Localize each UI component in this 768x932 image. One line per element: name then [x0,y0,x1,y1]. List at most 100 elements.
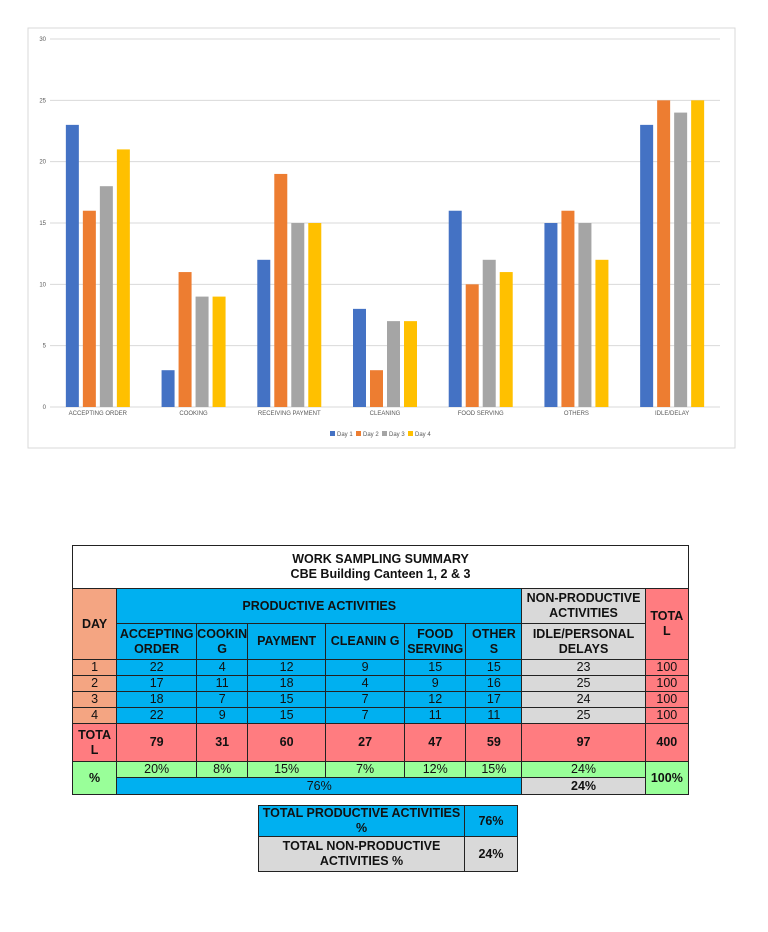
bar [404,321,417,407]
total-value: 27 [325,723,406,762]
value-cell: 17 [465,691,523,708]
productive-header: PRODUCTIVE ACTIVITIES [116,588,523,624]
day-cell: 3 [71,691,118,708]
nonproductive-header: NON-PRODUCTIVE ACTIVITIES [521,588,646,624]
total-cell: 100 [644,707,690,724]
bar [99,186,113,407]
bar [499,272,513,407]
column-header: OTHER S [465,623,523,660]
bar [482,259,496,407]
bar [657,100,671,407]
total-cell: 100 [644,659,690,676]
value-cell: 22 [116,659,198,676]
percent-row: % 20% 8% 15% 7% 12% 15% 24% 100% [71,761,690,795]
y-tick-label: 10 [39,282,46,288]
table-row: 1 22 4 12 9 15 15 23 100 [71,659,690,676]
bar [387,321,400,407]
value-cell: 4 [196,659,249,676]
total-value: 97 [521,723,646,762]
value-cell: 12 [404,691,467,708]
table-row: 4 22 9 15 7 11 11 25 100 [71,707,690,724]
legend-swatch [356,431,361,436]
bar [212,296,226,407]
bar [640,124,654,407]
total-header: TOTA L [644,588,690,660]
bar [308,223,322,407]
total-value: 79 [116,723,198,762]
total-label: TOTA L [71,723,118,762]
legend-label: Day 4 [415,432,431,438]
percent-value: 7% [325,761,406,778]
value-cell: 7 [325,707,406,724]
bar [161,370,175,407]
bar [595,259,609,407]
x-tick-label: IDLE/DELAY [655,411,689,417]
value-cell: 25 [521,707,646,724]
value-cell: 15 [404,659,467,676]
value-cell: 11 [196,675,249,692]
column-header: IDLE/PERSONAL DELAYS [521,623,646,660]
y-tick-label: 25 [39,98,46,104]
x-tick-label: ACCEPTING ORDER [69,411,128,417]
value-cell: 23 [521,659,646,676]
x-tick-label: COOKING [179,411,208,417]
table-row: 2 17 11 18 4 9 16 25 100 [71,675,690,692]
bar [116,149,130,407]
bar [448,210,462,407]
y-tick-label: 5 [43,344,47,350]
bar [544,223,558,407]
bar [178,272,192,407]
work-sampling-table: WORK SAMPLING SUMMARY CBE Building Cantee… [71,545,690,795]
legend-label: Day 3 [389,432,405,438]
value-cell: 12 [247,659,327,676]
value-cell: 9 [196,707,249,724]
productive-percent: 76% [116,777,523,795]
x-tick-label: OTHERS [564,411,589,417]
total-value: 47 [404,723,467,762]
productive-label: TOTAL PRODUCTIVE ACTIVITIES % [258,805,465,837]
y-tick-label: 0 [43,405,47,411]
value-cell: 24 [521,691,646,708]
value-cell: 22 [116,707,198,724]
bar [465,284,479,407]
bar [65,124,79,407]
percent-value: 15% [465,761,523,778]
total-value: 31 [196,723,249,762]
bar [561,210,575,407]
value-cell: 7 [196,691,249,708]
day-header: DAY [71,588,118,660]
legend-swatch [408,431,413,436]
nonproductive-value: 24% [464,836,518,872]
grand-total: 400 [644,723,690,762]
bar [195,296,209,407]
percent-label: % [71,761,118,795]
productive-value: 76% [464,805,518,837]
legend-swatch [382,431,387,436]
value-cell: 11 [465,707,523,724]
bar [82,210,96,407]
total-cell: 100 [644,691,690,708]
percent-total: 100% [644,761,690,795]
bar [353,308,366,407]
bar [691,100,705,407]
y-tick-label: 15 [39,221,46,227]
bar [274,173,288,407]
day-cell: 2 [71,675,118,692]
value-cell: 9 [404,675,467,692]
bar [674,112,688,407]
bar-chart: 0 5 10 15 20 25 30 ACCEPTING ORDER COOKING RECEIV… [27,27,736,449]
total-row: TOTA L 79 31 60 27 47 59 97 400 [71,723,690,762]
percent-value: 20% [116,761,198,778]
nonproductive-label: TOTAL NON-PRODUCTIVE ACTIVITIES % [258,836,465,872]
value-cell: 15 [247,707,327,724]
y-tick-label: 30 [39,37,46,43]
day-cell: 1 [71,659,118,676]
total-value: 59 [465,723,523,762]
column-header: ACCEPTING ORDER [116,623,198,660]
value-cell: 18 [247,675,327,692]
value-cell: 4 [325,675,406,692]
nonproductive-percent: 24% [521,777,646,795]
table-row: 3 18 7 15 7 12 17 24 100 [71,691,690,708]
y-tick-label: 20 [39,160,46,166]
day-cell: 4 [71,707,118,724]
